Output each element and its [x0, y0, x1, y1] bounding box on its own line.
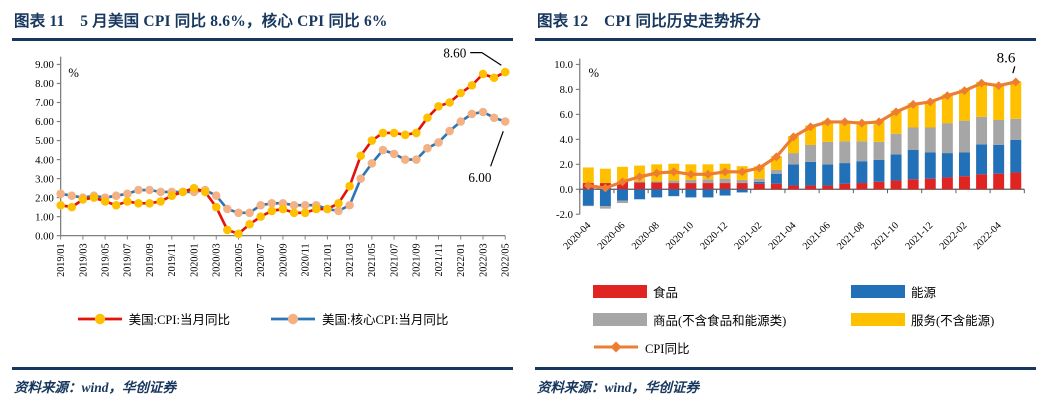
svg-text:2020/11: 2020/11	[301, 243, 312, 276]
figure-11-source: 资料来源：wind，华创证券	[12, 367, 513, 404]
core-cpi-series-swatch	[271, 313, 315, 325]
svg-text:2021-12: 2021-12	[903, 220, 935, 252]
legend-item-cpi-yoy: CPI同比	[593, 338, 851, 357]
svg-text:9.00: 9.00	[35, 59, 54, 71]
svg-text:2020/01: 2020/01	[189, 243, 200, 276]
figure-11-title: 图表 11 5 月美国 CPI 同比 8.6%，核心 CPI 同比 6%	[12, 8, 513, 41]
svg-text:2020-10: 2020-10	[664, 220, 696, 252]
svg-text:8.6: 8.6	[997, 50, 1016, 66]
svg-text:1.00: 1.00	[35, 211, 54, 223]
legend-item-services: 服务(不含能源)	[851, 310, 1036, 329]
svg-text:4.00: 4.00	[35, 154, 54, 166]
svg-text:2021-04: 2021-04	[767, 220, 799, 252]
svg-text:5.00: 5.00	[35, 135, 54, 147]
cpi-series-swatch	[77, 313, 122, 325]
figure-11-panel: 图表 11 5 月美国 CPI 同比 8.6%，核心 CPI 同比 6% 0.0…	[12, 8, 513, 404]
goods-swatch	[593, 312, 647, 326]
figure-12-panel: 图表 12 CPI 同比历史走势拆分 -2.0 0.0 2.0 4.0 6.0 8.0 10…	[535, 8, 1036, 404]
legend-item-goods: 商品(不含食品和能源类)	[593, 310, 851, 329]
svg-text:8.00: 8.00	[35, 78, 54, 90]
svg-text:2020-04: 2020-04	[562, 220, 594, 252]
svg-text:2022-04: 2022-04	[972, 220, 1004, 252]
svg-text:2020-08: 2020-08	[630, 220, 662, 252]
svg-text:2.00: 2.00	[35, 192, 54, 204]
figure-12-source: 资料来源：wind，华创证券	[535, 367, 1036, 404]
svg-text:2019/07: 2019/07	[123, 243, 134, 276]
svg-text:2021/11: 2021/11	[434, 243, 445, 276]
legend-label: 美国:CPI:当月同比	[128, 313, 230, 328]
svg-text:0.0: 0.0	[560, 184, 573, 196]
legend-item-energy: 能源	[851, 282, 1036, 301]
svg-text:2019/01: 2019/01	[56, 243, 67, 276]
svg-text:8.60: 8.60	[443, 45, 466, 60]
svg-text:2020/09: 2020/09	[278, 243, 289, 276]
food-swatch	[593, 284, 647, 298]
svg-text:2021-10: 2021-10	[869, 220, 901, 252]
svg-text:2021/07: 2021/07	[389, 243, 400, 276]
legend-label: 商品(不含食品和能源类)	[653, 313, 787, 328]
legend-item-food: 食品	[593, 282, 851, 301]
svg-text:2021/05: 2021/05	[367, 243, 378, 276]
svg-text:2021/01: 2021/01	[323, 243, 334, 276]
figure-12-legend: 食品 能源 商品(不含食品和能源类) 服务(不含能源)	[535, 282, 1036, 357]
svg-text:2019/05: 2019/05	[101, 243, 112, 276]
legend-label: 服务(不含能源)	[911, 313, 995, 328]
legend-item-us-cpi: 美国:CPI:当月同比	[77, 309, 230, 328]
svg-text:-2.0: -2.0	[556, 209, 573, 221]
cpi-line-chart: 0.00 1.00 2.00 3.00 4.00 5.00 6.00 7.00 8.00 9.00…	[35, 45, 512, 276]
svg-text:2021/03: 2021/03	[345, 243, 356, 276]
svg-text:2022/01: 2022/01	[456, 243, 467, 276]
svg-text:7.00: 7.00	[35, 97, 54, 109]
figure-11-legend: 美国:CPI:当月同比 美国:核心CPI:当月同比	[12, 307, 513, 331]
svg-text:2021/09: 2021/09	[412, 243, 423, 276]
svg-text:2019/09: 2019/09	[145, 243, 156, 276]
svg-text:2021-02: 2021-02	[732, 220, 764, 252]
figure-12-chart-area: -2.0 0.0 2.0 4.0 6.0 8.0 10.0 2020-04 2020-06 202…	[535, 45, 1036, 280]
legend-label: 能源	[911, 285, 937, 300]
svg-text:3.00: 3.00	[35, 173, 54, 185]
svg-text:%: %	[68, 66, 79, 80]
svg-text:2022/05: 2022/05	[501, 243, 512, 276]
svg-text:2019/11: 2019/11	[167, 243, 178, 276]
svg-text:6.00: 6.00	[468, 170, 491, 185]
legend-label: 美国:核心CPI:当月同比	[322, 313, 449, 328]
legend-label: 食品	[653, 285, 679, 300]
svg-text:2020-12: 2020-12	[698, 220, 730, 252]
figure-12-title: 图表 12 CPI 同比历史走势拆分	[535, 8, 1036, 41]
svg-text:2.0: 2.0	[560, 159, 573, 171]
svg-text:2022/03: 2022/03	[478, 243, 489, 276]
svg-text:2021-06: 2021-06	[801, 220, 833, 252]
svg-text:2021-08: 2021-08	[835, 220, 867, 252]
svg-text:2020/03: 2020/03	[212, 243, 223, 276]
svg-text:%: %	[589, 66, 600, 80]
svg-text:10.0: 10.0	[554, 59, 573, 71]
svg-text:2020/05: 2020/05	[234, 243, 245, 276]
energy-swatch	[851, 284, 905, 298]
legend-label: CPI同比	[645, 341, 690, 356]
svg-text:2020-06: 2020-06	[596, 220, 628, 252]
svg-text:6.0: 6.0	[560, 109, 573, 121]
svg-text:2022-02: 2022-02	[938, 220, 970, 252]
legend-item-us-core-cpi: 美国:核心CPI:当月同比	[270, 309, 448, 328]
svg-text:2020/07: 2020/07	[256, 243, 267, 276]
svg-text:6.00: 6.00	[35, 116, 54, 128]
svg-text:8.0: 8.0	[560, 84, 573, 96]
services-swatch	[851, 312, 905, 326]
figure-11-chart-area: 0.00 1.00 2.00 3.00 4.00 5.00 6.00 7.00 8.00 9.00…	[12, 45, 513, 307]
cpi-yoy-swatch	[594, 341, 638, 353]
svg-text:4.0: 4.0	[560, 134, 573, 146]
svg-text:2019/03: 2019/03	[78, 243, 89, 276]
svg-text:0.00: 0.00	[35, 230, 54, 242]
